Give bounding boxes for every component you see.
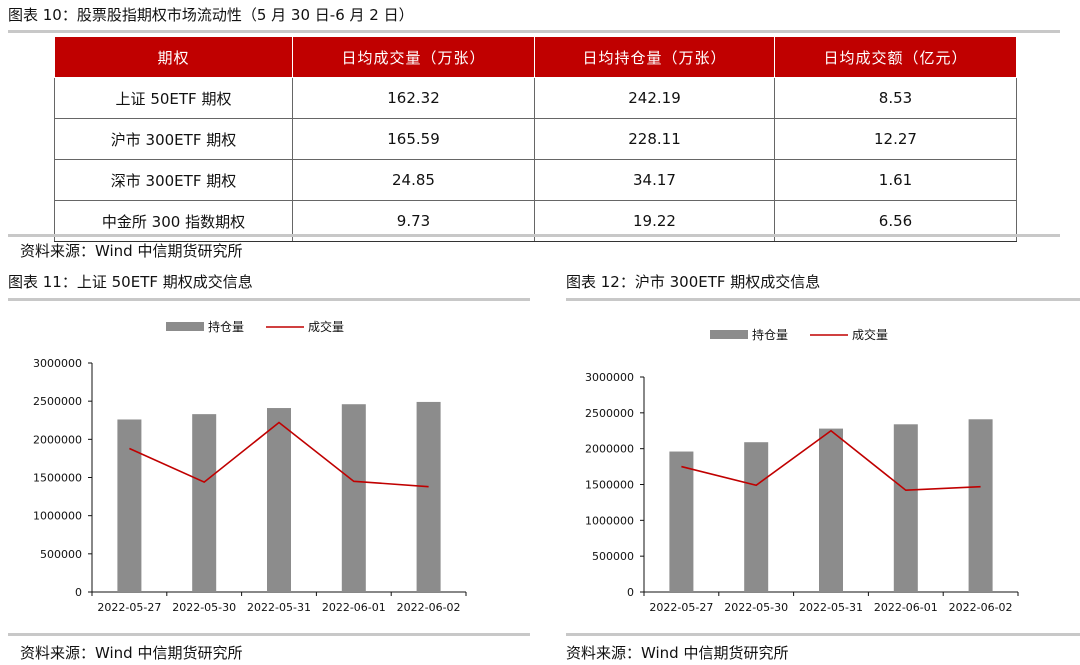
table-cell: 1.61 (774, 159, 1017, 201)
chart1-top-rule (8, 298, 530, 301)
bar-持仓量-2022-05-30 (192, 414, 217, 592)
table-cell: 34.17 (534, 159, 775, 201)
chart2-svg: 0 500000 1000000 1500000 2000000 2500000 30000… (585, 327, 1019, 614)
bar-持仓量-2022-05-31 (819, 428, 843, 592)
legend-label-line: 成交量 (852, 327, 888, 342)
bar-持仓量-2022-05-27 (117, 419, 142, 592)
y-tick-label: 3000000 (585, 371, 634, 384)
y-tick-label: 0 (75, 586, 82, 599)
liquidity-table: 期权 日均成交量（万张） 日均持仓量（万张） 日均成交额（亿元） 上证 50ET… (54, 36, 1017, 242)
x-tick-label: 2022-05-30 (172, 601, 236, 614)
table-cell: 162.32 (292, 77, 535, 119)
legend: 持仓量 成交量 (710, 327, 888, 342)
chart1-bottom-rule (8, 633, 530, 636)
table-bottom-rule (8, 234, 1060, 237)
y-tick-label: 2000000 (585, 443, 634, 456)
chart2-top-rule (566, 298, 1080, 301)
chart1-figure-title: 图表 11：上证 50ETF 期权成交信息 (8, 273, 253, 291)
x-tick-label: 2022-05-27 (649, 601, 713, 614)
chart2-figure-title: 图表 12：沪市 300ETF 期权成交信息 (566, 273, 821, 291)
chart1-source-note: 资料来源：Wind 中信期货研究所 (20, 644, 243, 662)
x-tick-label: 2022-06-01 (874, 601, 938, 614)
y-tick-label: 2500000 (585, 407, 634, 420)
col-header-avg-volume: 日均成交量（万张） (292, 36, 535, 78)
table-row: 沪市 300ETF 期权 165.59 228.11 12.27 (54, 118, 1017, 160)
y-tick-label: 1500000 (33, 472, 82, 485)
bar-持仓量-2022-06-01 (893, 424, 918, 592)
chart1-container: 0 500000 1000000 1500000 2000000 2500000 30000… (0, 300, 540, 630)
bar-持仓量-2022-06-02 (968, 419, 993, 592)
bar-持仓量-2022-06-01 (341, 404, 366, 592)
table-cell: 228.11 (534, 118, 775, 160)
table-row: 深市 300ETF 期权 24.85 34.17 1.61 (54, 159, 1017, 201)
legend-label-bar: 持仓量 (208, 319, 244, 334)
y-tick-label: 3000000 (33, 357, 82, 370)
bar-持仓量-2022-05-27 (669, 451, 694, 592)
y-tick-label: 500000 (40, 548, 82, 561)
col-header-avg-open-interest: 日均持仓量（万张） (534, 36, 775, 78)
y-tick-label: 1500000 (585, 479, 634, 492)
x-tick-label: 2022-06-02 (397, 601, 461, 614)
col-header-avg-turnover: 日均成交额（亿元） (774, 36, 1017, 78)
table-source-note: 资料来源：Wind 中信期货研究所 (20, 242, 243, 260)
table-cell: 24.85 (292, 159, 535, 201)
table-cell: 上证 50ETF 期权 (54, 77, 293, 119)
col-header-option: 期权 (54, 36, 293, 78)
y-tick-label: 2000000 (33, 433, 82, 446)
x-tick-label: 2022-05-27 (97, 601, 161, 614)
table-cell: 深市 300ETF 期权 (54, 159, 293, 201)
bar-持仓量-2022-05-31 (267, 408, 291, 592)
x-tick-label: 2022-05-31 (799, 601, 863, 614)
table-cell: 8.53 (774, 77, 1017, 119)
table-cell: 沪市 300ETF 期权 (54, 118, 293, 160)
legend-swatch-bar (710, 330, 748, 339)
bar-持仓量-2022-06-02 (416, 401, 441, 592)
table-row: 上证 50ETF 期权 162.32 242.19 8.53 (54, 77, 1017, 119)
legend: 持仓量 成交量 (166, 319, 344, 334)
chart1-svg: 0 500000 1000000 1500000 2000000 2500000 30000… (33, 319, 467, 614)
x-tick-label: 2022-05-30 (724, 601, 788, 614)
table-figure-title: 图表 10：股票股指期权市场流动性（5 月 30 日-6 月 2 日） (8, 6, 414, 24)
chart2-bottom-rule (566, 633, 1080, 636)
table-cell: 12.27 (774, 118, 1017, 160)
y-tick-label: 2500000 (33, 395, 82, 408)
legend-label-line: 成交量 (308, 319, 344, 334)
chart2-source-note: 资料来源：Wind 中信期货研究所 (566, 644, 789, 662)
y-tick-label: 1000000 (33, 510, 82, 523)
top-rule (8, 30, 1060, 33)
bar-持仓量-2022-05-30 (744, 442, 769, 592)
x-tick-label: 2022-06-02 (949, 601, 1013, 614)
table-cell: 242.19 (534, 77, 775, 119)
chart2-container: 0 500000 1000000 1500000 2000000 2500000 30000… (548, 300, 1080, 630)
table-cell: 165.59 (292, 118, 535, 160)
table-header-row: 期权 日均成交量（万张） 日均持仓量（万张） 日均成交额（亿元） (54, 36, 1017, 78)
x-tick-label: 2022-05-31 (247, 601, 311, 614)
x-tick-label: 2022-06-01 (322, 601, 386, 614)
y-tick-label: 500000 (592, 550, 634, 563)
legend-label-bar: 持仓量 (752, 327, 788, 342)
y-tick-label: 1000000 (585, 514, 634, 527)
legend-swatch-bar (166, 322, 204, 331)
y-tick-label: 0 (627, 586, 634, 599)
